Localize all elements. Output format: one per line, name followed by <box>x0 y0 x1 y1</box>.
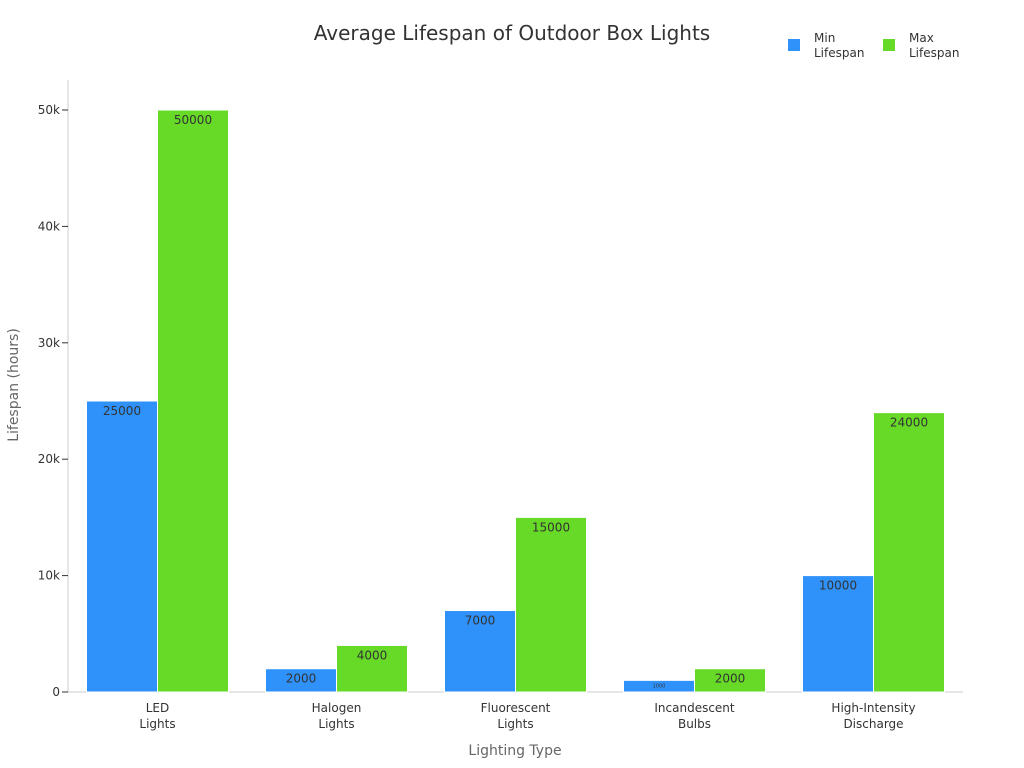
bar-max-lifespan[interactable] <box>694 668 766 693</box>
y-tick-label: 40k <box>38 219 60 233</box>
y-tick-label: 50k <box>38 103 60 117</box>
bar-data-label: 2000 <box>715 672 746 686</box>
bar-data-label: 25000 <box>103 404 141 418</box>
bar-min-lifespan[interactable] <box>86 400 158 693</box>
bar-data-label: 50000 <box>174 113 212 127</box>
bar-data-label: 7000 <box>465 614 496 628</box>
chart-title: Average Lifespan of Outdoor Box Lights <box>314 21 710 45</box>
bar-data-label: 15000 <box>532 520 570 534</box>
y-axis-ticks: 0 10k 20k 30k 40k 50k <box>38 103 68 699</box>
bar-max-lifespan[interactable] <box>157 109 229 693</box>
legend-label[interactable]: Max Lifespan <box>909 31 959 60</box>
bar-min-lifespan[interactable] <box>802 575 874 693</box>
bar-data-label: 24000 <box>890 416 928 430</box>
bars: 25000 2000 7000 1000 10000 50000 4000 15000 2000… <box>86 109 945 693</box>
bar-min-lifespan[interactable] <box>444 610 516 693</box>
bar-data-label: 2000 <box>286 672 317 686</box>
bar-data-label: 4000 <box>357 648 388 662</box>
legend-swatch[interactable] <box>788 39 800 51</box>
bar-max-lifespan[interactable] <box>336 644 408 693</box>
bar-max-lifespan[interactable] <box>873 412 945 693</box>
x-tick-label: Fluorescent Lights <box>481 701 551 731</box>
x-tick-label: LED Lights <box>139 701 175 731</box>
legend: Min Lifespan Max Lifespan <box>788 31 959 60</box>
x-tick-label: High-Intensity Discharge <box>831 701 915 731</box>
y-tick-label: 20k <box>38 452 60 466</box>
x-axis-title: Lighting Type <box>468 743 561 759</box>
y-axis-title: Lifespan (hours) <box>6 328 22 442</box>
x-tick-label: Halogen Lights <box>312 701 362 731</box>
y-tick-label: 30k <box>38 336 60 350</box>
y-tick-label: 10k <box>38 569 60 583</box>
bar-data-label: 1000 <box>653 683 666 689</box>
y-tick-label: 0 <box>52 685 60 699</box>
x-tick-label: Incandescent Bulbs <box>654 701 735 731</box>
legend-swatch[interactable] <box>883 39 895 51</box>
bar-max-lifespan[interactable] <box>515 516 587 693</box>
bar-data-label: 10000 <box>819 579 857 593</box>
legend-label[interactable]: Min Lifespan <box>814 31 864 60</box>
x-axis-ticks: LED Lights Halogen Lights Fluorescent Lights I… <box>139 701 915 731</box>
